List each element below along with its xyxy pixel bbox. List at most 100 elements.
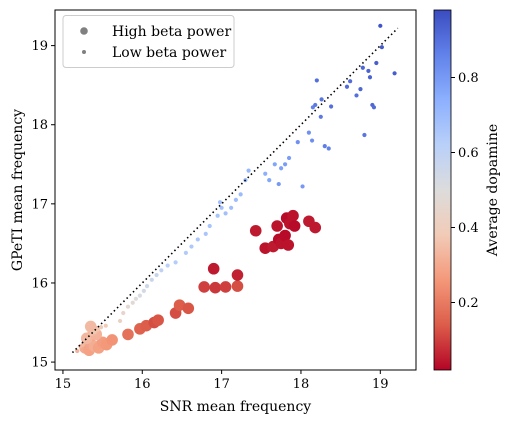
low-beta-point-69 — [392, 71, 397, 76]
low-beta-point-63 — [367, 75, 373, 80]
high-beta-point-20 — [198, 281, 210, 293]
low-beta-point-4 — [86, 336, 91, 341]
low-beta-point-51 — [318, 114, 323, 119]
low-beta-point-61 — [362, 132, 367, 138]
y-tick-label: 19 — [31, 39, 48, 54]
high-beta-point-11 — [84, 320, 97, 333]
low-beta-point-21 — [165, 263, 170, 268]
high-beta-point-25 — [231, 269, 244, 281]
low-beta-point-30 — [217, 200, 223, 205]
identity-line — [71, 27, 399, 354]
high-beta-point-19 — [182, 302, 195, 315]
high-beta-point-23 — [231, 280, 244, 292]
low-beta-point-18 — [149, 277, 154, 282]
low-beta-point-17 — [144, 284, 150, 289]
low-beta-point-9 — [103, 323, 108, 328]
high-beta-point-26 — [249, 224, 262, 237]
high-beta-point-21 — [209, 281, 222, 294]
high-beta-point-39 — [309, 221, 322, 234]
low-beta-point-22 — [173, 260, 178, 265]
low-beta-point-57 — [344, 84, 350, 89]
legend-marker-low-beta — [82, 50, 86, 54]
low-beta-point-0 — [75, 348, 80, 354]
y-tick-label: 17 — [31, 197, 48, 212]
high-beta-point-36 — [288, 220, 301, 232]
colorbar-ticks: 0.2 0.4 0.6 0.8 — [451, 71, 479, 311]
y-tick-label: 15 — [31, 356, 48, 371]
low-beta-point-43 — [276, 181, 281, 187]
low-beta-point-46 — [306, 130, 311, 135]
low-beta-point-45 — [295, 140, 300, 145]
low-beta-point-41 — [282, 162, 288, 167]
low-beta-point-10 — [117, 318, 123, 324]
low-beta-point-28 — [215, 213, 220, 218]
x-tick-label: 17 — [213, 377, 230, 392]
low-beta-point-12 — [125, 304, 131, 309]
legend-marker-high-beta — [80, 27, 88, 35]
colorbar-gradient — [433, 9, 452, 371]
low-beta-point-49 — [313, 102, 318, 108]
y-axis: 15 16 17 18 19 — [31, 39, 55, 371]
low-beta-point-23 — [183, 250, 189, 255]
y-tick-label: 18 — [31, 118, 48, 133]
colorbar-tick-label: 0.8 — [458, 71, 479, 86]
low-beta-point-7 — [95, 327, 100, 332]
low-beta-point-20 — [159, 268, 164, 273]
colorbar-tick-label: 0.4 — [458, 221, 479, 236]
low-beta-point-56 — [354, 93, 359, 98]
low-beta-point-8 — [98, 325, 104, 330]
low-beta-point-53 — [322, 143, 327, 149]
low-beta-point-32 — [229, 205, 234, 210]
high-beta-point-22 — [219, 281, 232, 293]
low-beta-point-38 — [267, 178, 272, 183]
high-beta-point-18 — [173, 299, 186, 311]
low-beta-point-55 — [329, 104, 334, 109]
high-beta-point-32 — [279, 229, 291, 242]
low-beta-point-25 — [195, 237, 200, 242]
low-beta-point-36 — [246, 168, 251, 173]
colorbar-label: Average dopamine — [485, 124, 501, 257]
low-beta-point-13 — [130, 300, 135, 305]
low-beta-point-68 — [379, 45, 384, 50]
low-beta-point-40 — [279, 166, 284, 171]
low-beta-point-11 — [121, 310, 126, 316]
low-beta-point-58 — [348, 79, 353, 84]
low-beta-point-2 — [80, 342, 85, 347]
colorbar-tick-label: 0.2 — [458, 296, 479, 311]
high-beta-point-37 — [282, 239, 295, 251]
low-beta-point-19 — [154, 272, 159, 278]
low-beta-point-39 — [272, 162, 277, 167]
low-beta-point-47 — [309, 138, 315, 143]
low-beta-point-59 — [358, 87, 363, 92]
high-beta-point-35 — [287, 209, 299, 222]
low-beta-point-37 — [263, 171, 268, 176]
low-beta-point-66 — [374, 60, 379, 66]
low-beta-point-14 — [133, 296, 139, 301]
x-tick-label: 16 — [134, 377, 151, 392]
low-beta-point-33 — [233, 197, 238, 202]
x-tick-label: 19 — [372, 377, 389, 392]
plot-frame — [54, 9, 417, 371]
low-beta-point-62 — [366, 68, 371, 74]
low-beta-point-42 — [286, 155, 292, 161]
low-beta-point-24 — [189, 244, 194, 249]
x-tick-label: 18 — [293, 377, 310, 392]
low-beta-point-29 — [219, 205, 224, 210]
high-beta-point-24 — [207, 262, 220, 275]
low-beta-point-15 — [137, 293, 142, 298]
y-axis-label: GPeTI mean frequency — [10, 109, 26, 271]
low-beta-point-34 — [238, 192, 243, 197]
low-beta-point-44 — [300, 184, 305, 189]
x-axis: 15 16 17 18 19 — [55, 370, 389, 392]
low-beta-point-52 — [319, 97, 324, 102]
high-beta-point-16 — [152, 314, 164, 326]
low-beta-point-67 — [378, 23, 383, 28]
low-beta-point-50 — [314, 78, 319, 83]
low-beta-point-27 — [207, 223, 212, 229]
high-beta-point-12 — [122, 328, 134, 341]
low-beta-point-6 — [92, 329, 97, 335]
low-beta-point-60 — [360, 65, 365, 70]
x-tick-label: 15 — [55, 377, 72, 392]
low-beta-point-16 — [141, 288, 146, 293]
